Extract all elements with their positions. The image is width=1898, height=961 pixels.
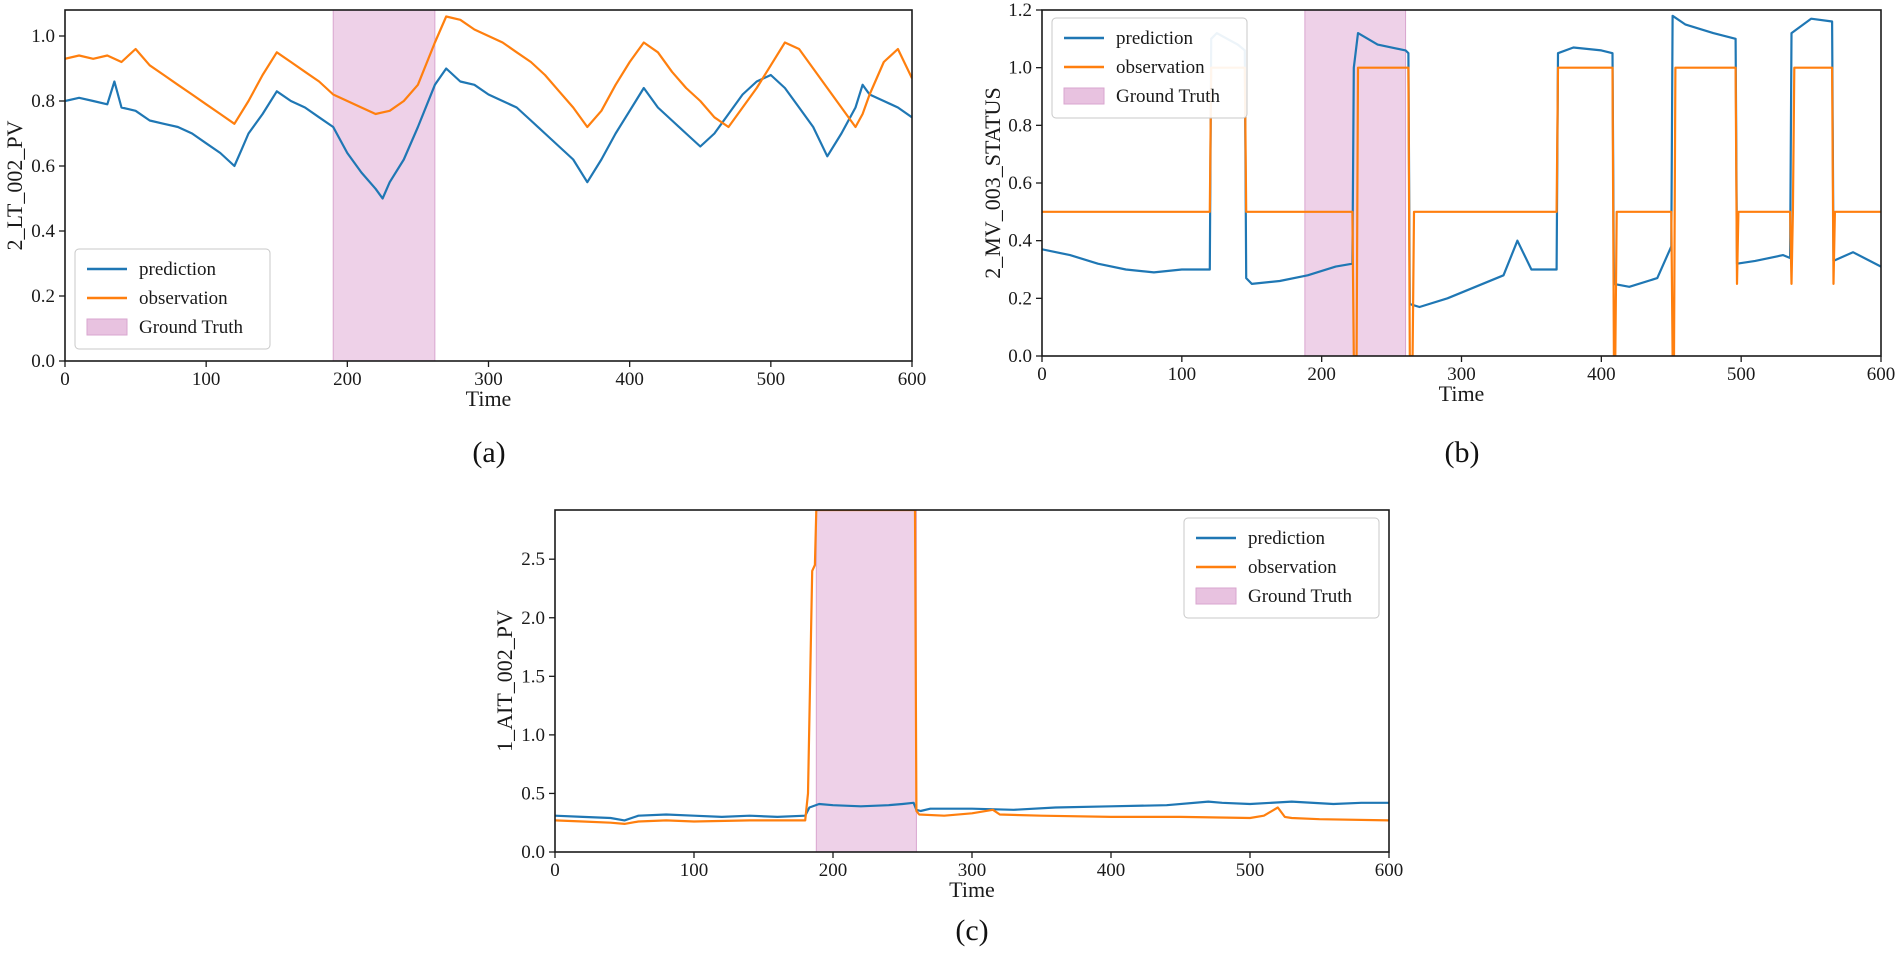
legend-label: observation — [139, 288, 228, 309]
legend-label: Ground Truth — [1248, 586, 1352, 607]
y-tick-label: 0.4 — [1008, 231, 1032, 252]
y-tick-label: 1.2 — [1008, 0, 1032, 21]
x-tick-label: 500 — [1236, 860, 1265, 881]
legend-label: prediction — [1248, 528, 1326, 549]
x-tick-label: 100 — [192, 369, 221, 390]
x-tick-label: 500 — [1727, 364, 1756, 385]
x-tick-label: 100 — [1168, 364, 1197, 385]
ground-truth-band — [332, 9, 436, 362]
x-tick-label: 300 — [474, 369, 503, 390]
x-tick-label: 200 — [1307, 364, 1336, 385]
legend: prediction observation Ground Truth — [74, 248, 271, 350]
y-tick-label: 0.6 — [1008, 173, 1032, 194]
legend: prediction observation Ground Truth — [1183, 517, 1380, 619]
y-tick-label: 1.0 — [31, 26, 55, 47]
x-tick-label: 0 — [60, 369, 70, 390]
y-tick-label: 0.6 — [31, 156, 55, 177]
y-axis-label: 1_AIT_002_PV — [492, 610, 517, 752]
x-tick-label: 400 — [1097, 860, 1126, 881]
legend-label: Ground Truth — [1116, 86, 1220, 107]
y-tick-label: 0.0 — [31, 351, 55, 372]
panel-label: (a) — [472, 436, 505, 469]
y-axis-label: 2_LT_002_PV — [2, 120, 27, 250]
x-tick-label: 200 — [333, 369, 362, 390]
chart-panel-a: 0 100 200 300 400 500 600 0.0 0.2 0.4 0.6 0.8 1.0 Tim… — [2, 9, 927, 469]
y-tick-label: 0.8 — [31, 91, 55, 112]
x-axis-label: Time — [1439, 381, 1485, 406]
y-tick-label: 0.5 — [521, 783, 545, 804]
y-tick-label: 2.5 — [521, 549, 545, 570]
y-tick-label: 1.5 — [521, 666, 545, 687]
x-axis-label: Time — [466, 386, 512, 411]
series-line-prediction — [555, 800, 1389, 822]
x-tick-label: 300 — [958, 860, 987, 881]
chart-panel-b: 0 100 200 300 400 500 600 0.0 0.2 0.4 0.6 0.8 1.0 1.2… — [980, 0, 1895, 469]
y-tick-label: 1.0 — [1008, 58, 1032, 79]
x-tick-label: 200 — [819, 860, 848, 881]
x-tick-label: 600 — [1375, 860, 1404, 881]
series-line-observation — [65, 15, 912, 129]
series-line-observation — [1042, 66, 1881, 356]
y-tick-label: 0.2 — [1008, 288, 1032, 309]
x-tick-label: 100 — [680, 860, 709, 881]
x-tick-label: 400 — [615, 369, 644, 390]
x-tick-label: 0 — [1037, 364, 1047, 385]
panel-label: (b) — [1445, 436, 1480, 469]
y-tick-label: 0.8 — [1008, 115, 1032, 136]
series-line-prediction — [65, 67, 912, 200]
legend-label: observation — [1116, 57, 1205, 78]
legend-label: prediction — [1116, 28, 1194, 49]
legend-label: observation — [1248, 557, 1337, 578]
chart-panel-c: 0 100 200 300 400 500 600 0.0 0.5 1.0 1.5 2.0 2.5 Tim… — [492, 509, 1404, 947]
legend: prediction observation Ground Truth — [1051, 17, 1248, 119]
y-tick-label: 0.2 — [31, 286, 55, 307]
ground-truth-band — [815, 509, 917, 853]
legend-swatch-ground-truth — [1195, 587, 1237, 605]
x-tick-label: 0 — [550, 860, 560, 881]
legend-swatch-ground-truth — [1063, 87, 1105, 105]
x-tick-label: 300 — [1447, 364, 1476, 385]
x-tick-label: 600 — [1867, 364, 1896, 385]
legend-label: Ground Truth — [139, 317, 243, 338]
y-tick-label: 1.0 — [521, 725, 545, 746]
legend-label: prediction — [139, 259, 217, 280]
panel-label: (c) — [955, 914, 988, 947]
x-tick-label: 500 — [757, 369, 786, 390]
y-tick-label: 0.0 — [1008, 346, 1032, 367]
y-axis-label: 2_MV_003_STATUS — [980, 87, 1005, 278]
y-tick-label: 2.0 — [521, 608, 545, 629]
y-tick-label: 0.0 — [521, 842, 545, 863]
x-tick-label: 600 — [898, 369, 927, 390]
x-axis-label: Time — [949, 877, 995, 902]
y-tick-label: 0.4 — [31, 221, 55, 242]
legend-swatch-ground-truth — [86, 318, 128, 336]
series-line-observation — [555, 510, 1389, 826]
x-tick-label: 400 — [1587, 364, 1616, 385]
